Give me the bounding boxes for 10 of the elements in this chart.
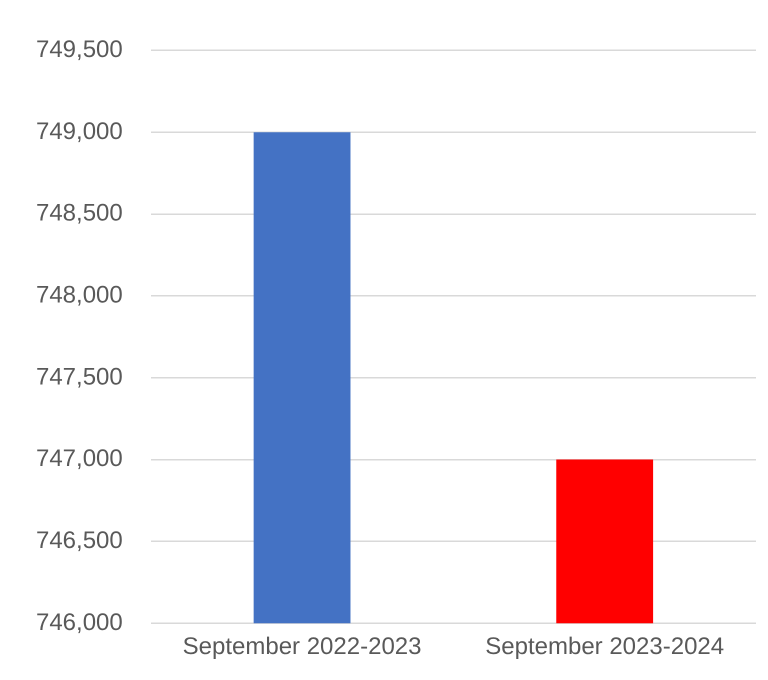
x-tick-label: September 2023-2024 [485, 633, 724, 660]
y-tick-label: 749,000 [36, 118, 123, 145]
y-tick-label: 747,500 [36, 363, 123, 390]
y-tick-label: 748,500 [36, 200, 123, 227]
y-tick-label: 746,500 [36, 526, 123, 554]
y-tick-label: 746,000 [36, 608, 123, 636]
y-tick-label: 747,000 [36, 445, 123, 472]
y-tick-label: 748,000 [36, 282, 123, 309]
x-tick-label: September 2022-2023 [182, 633, 422, 660]
y-tick-label: 749,500 [36, 36, 123, 64]
